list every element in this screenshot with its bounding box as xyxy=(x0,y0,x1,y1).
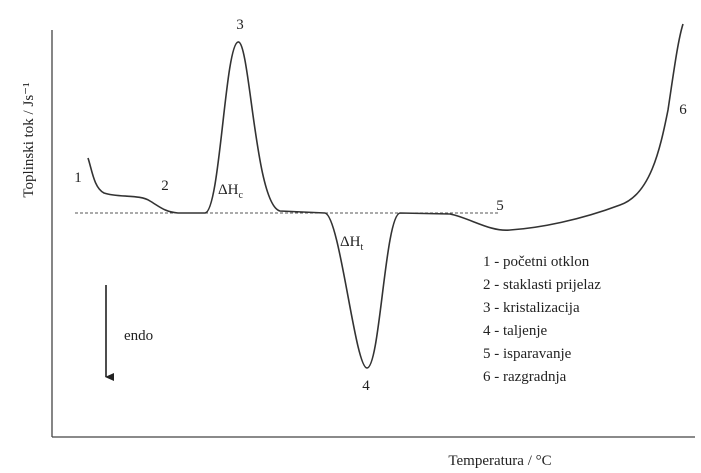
legend-item: 2 - staklasti prijelaz xyxy=(483,277,601,293)
enthalpy-sub: c xyxy=(238,190,243,201)
point-label: 3 xyxy=(236,17,244,33)
legend: 1 - početni otklon 2 - staklasti prijelaz… xyxy=(483,254,601,385)
enthalpy-main: ΔH xyxy=(218,182,239,198)
legend-item: 5 - isparavanje xyxy=(483,346,572,362)
endo-label: endo xyxy=(124,328,153,344)
point-label: 5 xyxy=(496,198,504,214)
enthalpy-main: ΔH xyxy=(340,234,361,250)
legend-item: 3 - kristalizacija xyxy=(483,300,580,316)
y-axis-label: Toplinski tok / Js⁻¹ xyxy=(21,82,37,197)
enthalpy-label: ΔHt xyxy=(340,234,363,253)
legend-item: 1 - početni otklon xyxy=(483,254,590,270)
enthalpy-sub: t xyxy=(360,242,363,253)
thermogram-curve xyxy=(87,23,684,369)
legend-item: 4 - taljenje xyxy=(483,323,547,339)
point-label: 4 xyxy=(362,378,370,394)
point-label: 1 xyxy=(74,170,82,186)
point-label: 2 xyxy=(161,178,169,194)
point-label: 6 xyxy=(679,102,687,118)
enthalpy-label: ΔHc xyxy=(218,182,243,201)
x-axis-label: Temperatura / °C xyxy=(448,453,551,469)
legend-item: 6 - razgradnja xyxy=(483,369,567,385)
